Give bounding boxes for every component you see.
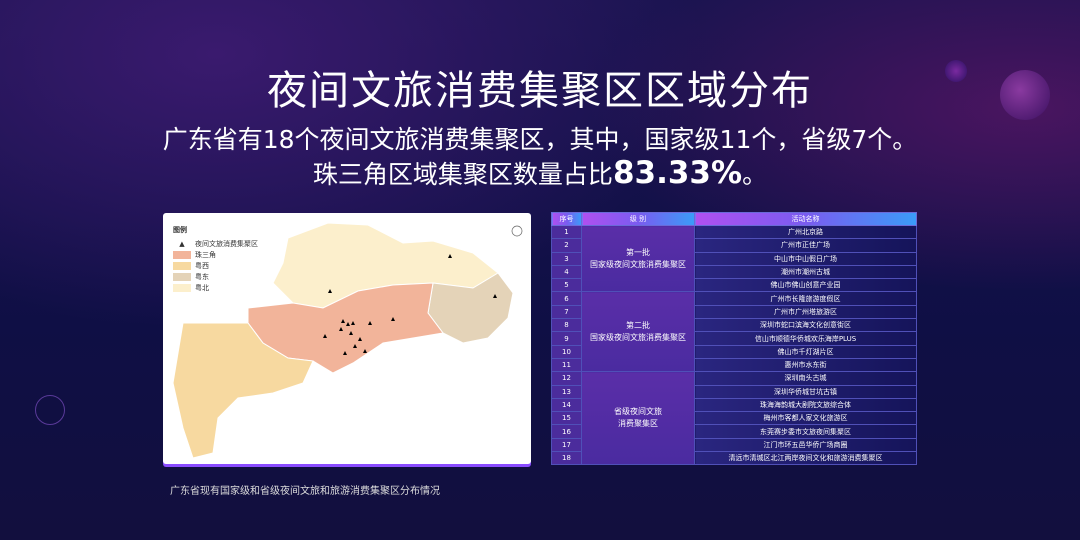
row-number: 5	[551, 278, 582, 293]
table-row: 15 梅州市客都人家文化旅游区	[551, 411, 917, 426]
row-number: 10	[551, 344, 582, 359]
row-number: 11	[551, 357, 582, 373]
decor-orb	[945, 60, 967, 82]
legend-item: 粤西	[173, 260, 258, 271]
legend-label: 珠三角	[195, 250, 216, 259]
activity-name: 梅州市客都人家文化旅游区	[694, 411, 917, 426]
activity-name: 潮州市潮州古城	[694, 264, 917, 280]
table-row: 11 惠州市水东街	[551, 357, 917, 373]
activity-name: 信山市顺德华侨城欢乐海岸PLUS	[694, 331, 917, 346]
row-number: 18	[551, 451, 582, 466]
row-number: 9	[551, 331, 582, 346]
activity-name: 江门市环五邑华侨广场商圈	[694, 437, 917, 453]
activity-name: 佛山市佛山创意产业园	[694, 278, 917, 293]
header-no: 序号	[551, 212, 582, 226]
decor-ring	[35, 395, 65, 425]
subtitle-suffix: 。	[742, 160, 768, 189]
row-number: 14	[551, 397, 582, 413]
legend-title: 图例	[173, 225, 187, 234]
subtitle-prefix: 珠三角区域集聚区数量占比	[312, 160, 613, 189]
level-cell: 第一批国家级夜间文旅消费集聚区	[581, 224, 695, 293]
row-number: 6	[551, 291, 582, 306]
activity-name: 广州市广州塔旅游区	[694, 304, 917, 320]
row-number: 2	[551, 238, 582, 253]
level-line2: 消费聚集区	[618, 419, 658, 429]
decor-orb	[1000, 70, 1050, 120]
table-row: 7 广州市广州塔旅游区	[551, 304, 917, 320]
activity-name: 东莞赛步委市文旅夜间集聚区	[694, 424, 917, 439]
table-row: 2 广州市正佳广场	[551, 238, 917, 253]
legend-item: 粤东	[173, 271, 258, 282]
legend-label: 粤北	[195, 283, 209, 292]
legend-label: 粤西	[195, 261, 209, 270]
map-card: 图例 ▲ 夜间文旅消费集聚区 珠三角 粤西 粤东 粤北	[163, 213, 531, 464]
row-number: 15	[551, 411, 582, 426]
activity-name: 广州市正佳广场	[694, 238, 917, 253]
activity-name: 佛山市千灯湖片区	[694, 344, 917, 359]
subtitle-line1: 广东省有18个夜间文旅消费集聚区，其中，国家级11个，省级7个。	[162, 125, 918, 154]
activity-name: 惠州市水东街	[694, 357, 917, 373]
compass-icon	[511, 225, 523, 237]
row-number: 17	[551, 437, 582, 453]
level-line2: 国家级夜间文旅消费集聚区	[590, 259, 686, 269]
row-number: 16	[551, 424, 582, 439]
header-level: 级 别	[581, 212, 695, 226]
guangdong-map	[172, 222, 523, 459]
row-number: 1	[551, 224, 582, 240]
table-row: 6 第二批 国家级夜间文旅消费集聚区 广州市长隆旅游度假区	[551, 291, 917, 373]
legend-item: 珠三角	[173, 249, 258, 260]
activity-name: 广州北京路	[694, 224, 917, 240]
legend-label: 粤东	[195, 272, 209, 281]
level-line1: 第二批	[626, 320, 650, 330]
highlight-percent: 83.33%	[612, 155, 743, 191]
activity-name: 深圳市蛇口滨海文化创意街区	[694, 318, 917, 333]
legend-label: 夜间文旅消费集聚区	[195, 239, 258, 248]
legend-item: ▲ 夜间文旅消费集聚区	[179, 239, 258, 248]
row-number: 13	[551, 384, 582, 399]
header-name: 活动名称	[694, 212, 917, 226]
activity-name: 深圳南头古城	[694, 371, 917, 386]
subtitle-line2: 珠三角区域集聚区数量占比83.33%。	[0, 155, 1080, 191]
table-row: 3 中山市中山假日广场	[551, 251, 917, 266]
page-title: 夜间文旅消费集聚区区域分布	[267, 68, 813, 114]
row-number: 12	[551, 371, 582, 386]
level-line1: 省级夜间文旅	[614, 407, 662, 417]
table-row: 18 清远市清城区北江两岸夜间文化和旅游消费集聚区	[551, 451, 917, 466]
region-west	[172, 322, 314, 459]
row-number: 7	[551, 304, 582, 320]
activity-name: 珠海海韵城大剧院文旅综合体	[694, 397, 917, 413]
level-cell: 第二批国家级夜间文旅消费集聚区	[581, 291, 695, 373]
legend-item: 粤北	[173, 282, 258, 293]
row-number: 4	[551, 264, 582, 280]
level-line2: 国家级夜间文旅消费集聚区	[590, 332, 686, 342]
row-number: 8	[551, 318, 582, 333]
table-row: 4 潮州市潮州古城	[551, 264, 917, 280]
level-cell: 省级夜间文旅 消费聚集区	[581, 371, 695, 466]
level-line1: 第一批	[626, 247, 650, 257]
activity-name: 深圳华侨城甘坑古镇	[694, 384, 917, 399]
table-row: 14 珠海海韵城大剧院文旅综合体	[551, 397, 917, 413]
row-number: 3	[551, 251, 582, 266]
districts-table: 序号 级 别 活动名称 1 第一批 国家级夜间文旅消费集聚区 广州北京路 2 广州市正佳广…	[551, 212, 917, 466]
table-row: 12 省级夜间文旅 消费聚集区 深圳南头古城	[551, 371, 917, 466]
activity-name: 中山市中山假日广场	[694, 251, 917, 266]
table-row: 1 第一批 国家级夜间文旅消费集聚区 广州北京路	[551, 224, 917, 293]
map-legend: 图例 ▲ 夜间文旅消费集聚区 珠三角 粤西 粤东 粤北	[173, 225, 258, 293]
map-caption: 广东省现有国家级和省级夜间文旅和旅游消费集聚区分布情况	[170, 486, 440, 497]
activity-name: 广州市长隆旅游度假区	[694, 291, 917, 306]
activity-name: 清远市清城区北江两岸夜间文化和旅游消费集聚区	[694, 451, 917, 466]
